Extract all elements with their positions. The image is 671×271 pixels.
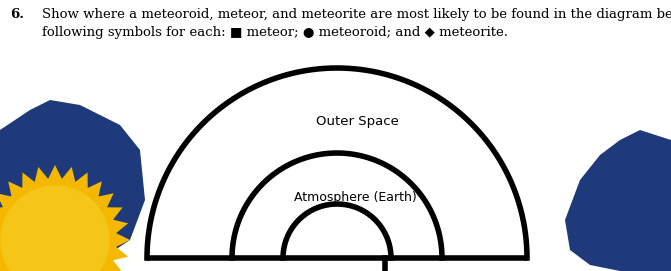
Polygon shape bbox=[0, 100, 145, 271]
Text: Show where a meteoroid, meteor, and meteorite are most likely to be found in the: Show where a meteoroid, meteor, and mete… bbox=[42, 8, 671, 39]
Text: Atmosphere (Earth): Atmosphere (Earth) bbox=[294, 191, 417, 204]
Polygon shape bbox=[565, 130, 671, 271]
Text: Outer Space: Outer Space bbox=[315, 115, 399, 128]
Circle shape bbox=[1, 186, 109, 271]
Polygon shape bbox=[0, 165, 130, 271]
Text: 6.: 6. bbox=[10, 8, 24, 21]
